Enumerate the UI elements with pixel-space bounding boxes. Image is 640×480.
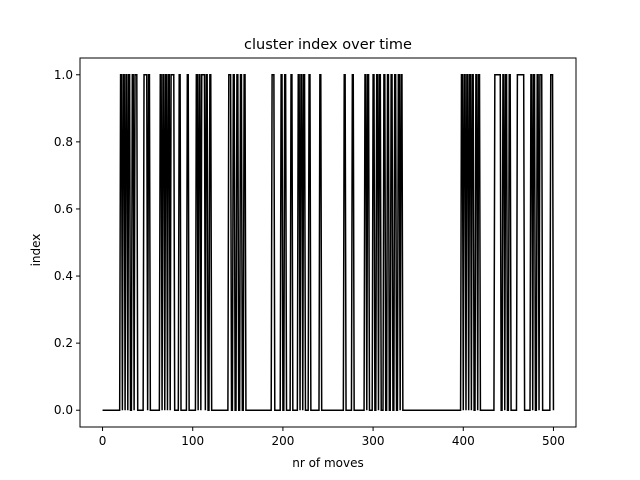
x-tick-label: 400	[452, 434, 475, 448]
x-tick-label: 300	[362, 434, 385, 448]
x-axis-label: nr of moves	[292, 456, 364, 470]
x-tick-label: 100	[181, 434, 204, 448]
plot-area: 0 100 200 300 400 500 0.0 0.2 0.4 0.6 0.8 1.0	[54, 57, 577, 448]
y-tick-label: 0.8	[54, 135, 73, 149]
y-tick-label: 0.6	[54, 202, 73, 216]
x-tick-label: 200	[271, 434, 294, 448]
y-axis-label: index	[29, 234, 43, 267]
y-tick-label: 0.2	[54, 336, 73, 350]
y-tick-label: 1.0	[54, 68, 73, 82]
x-tick-label: 0	[99, 434, 107, 448]
axes-frame	[79, 57, 577, 428]
y-tick-label: 0.0	[54, 403, 73, 417]
series-line-0	[102, 74, 555, 411]
chart-title: cluster index over time	[244, 37, 412, 53]
x-tick-label: 500	[542, 434, 565, 448]
y-tick-label: 0.4	[54, 269, 73, 283]
